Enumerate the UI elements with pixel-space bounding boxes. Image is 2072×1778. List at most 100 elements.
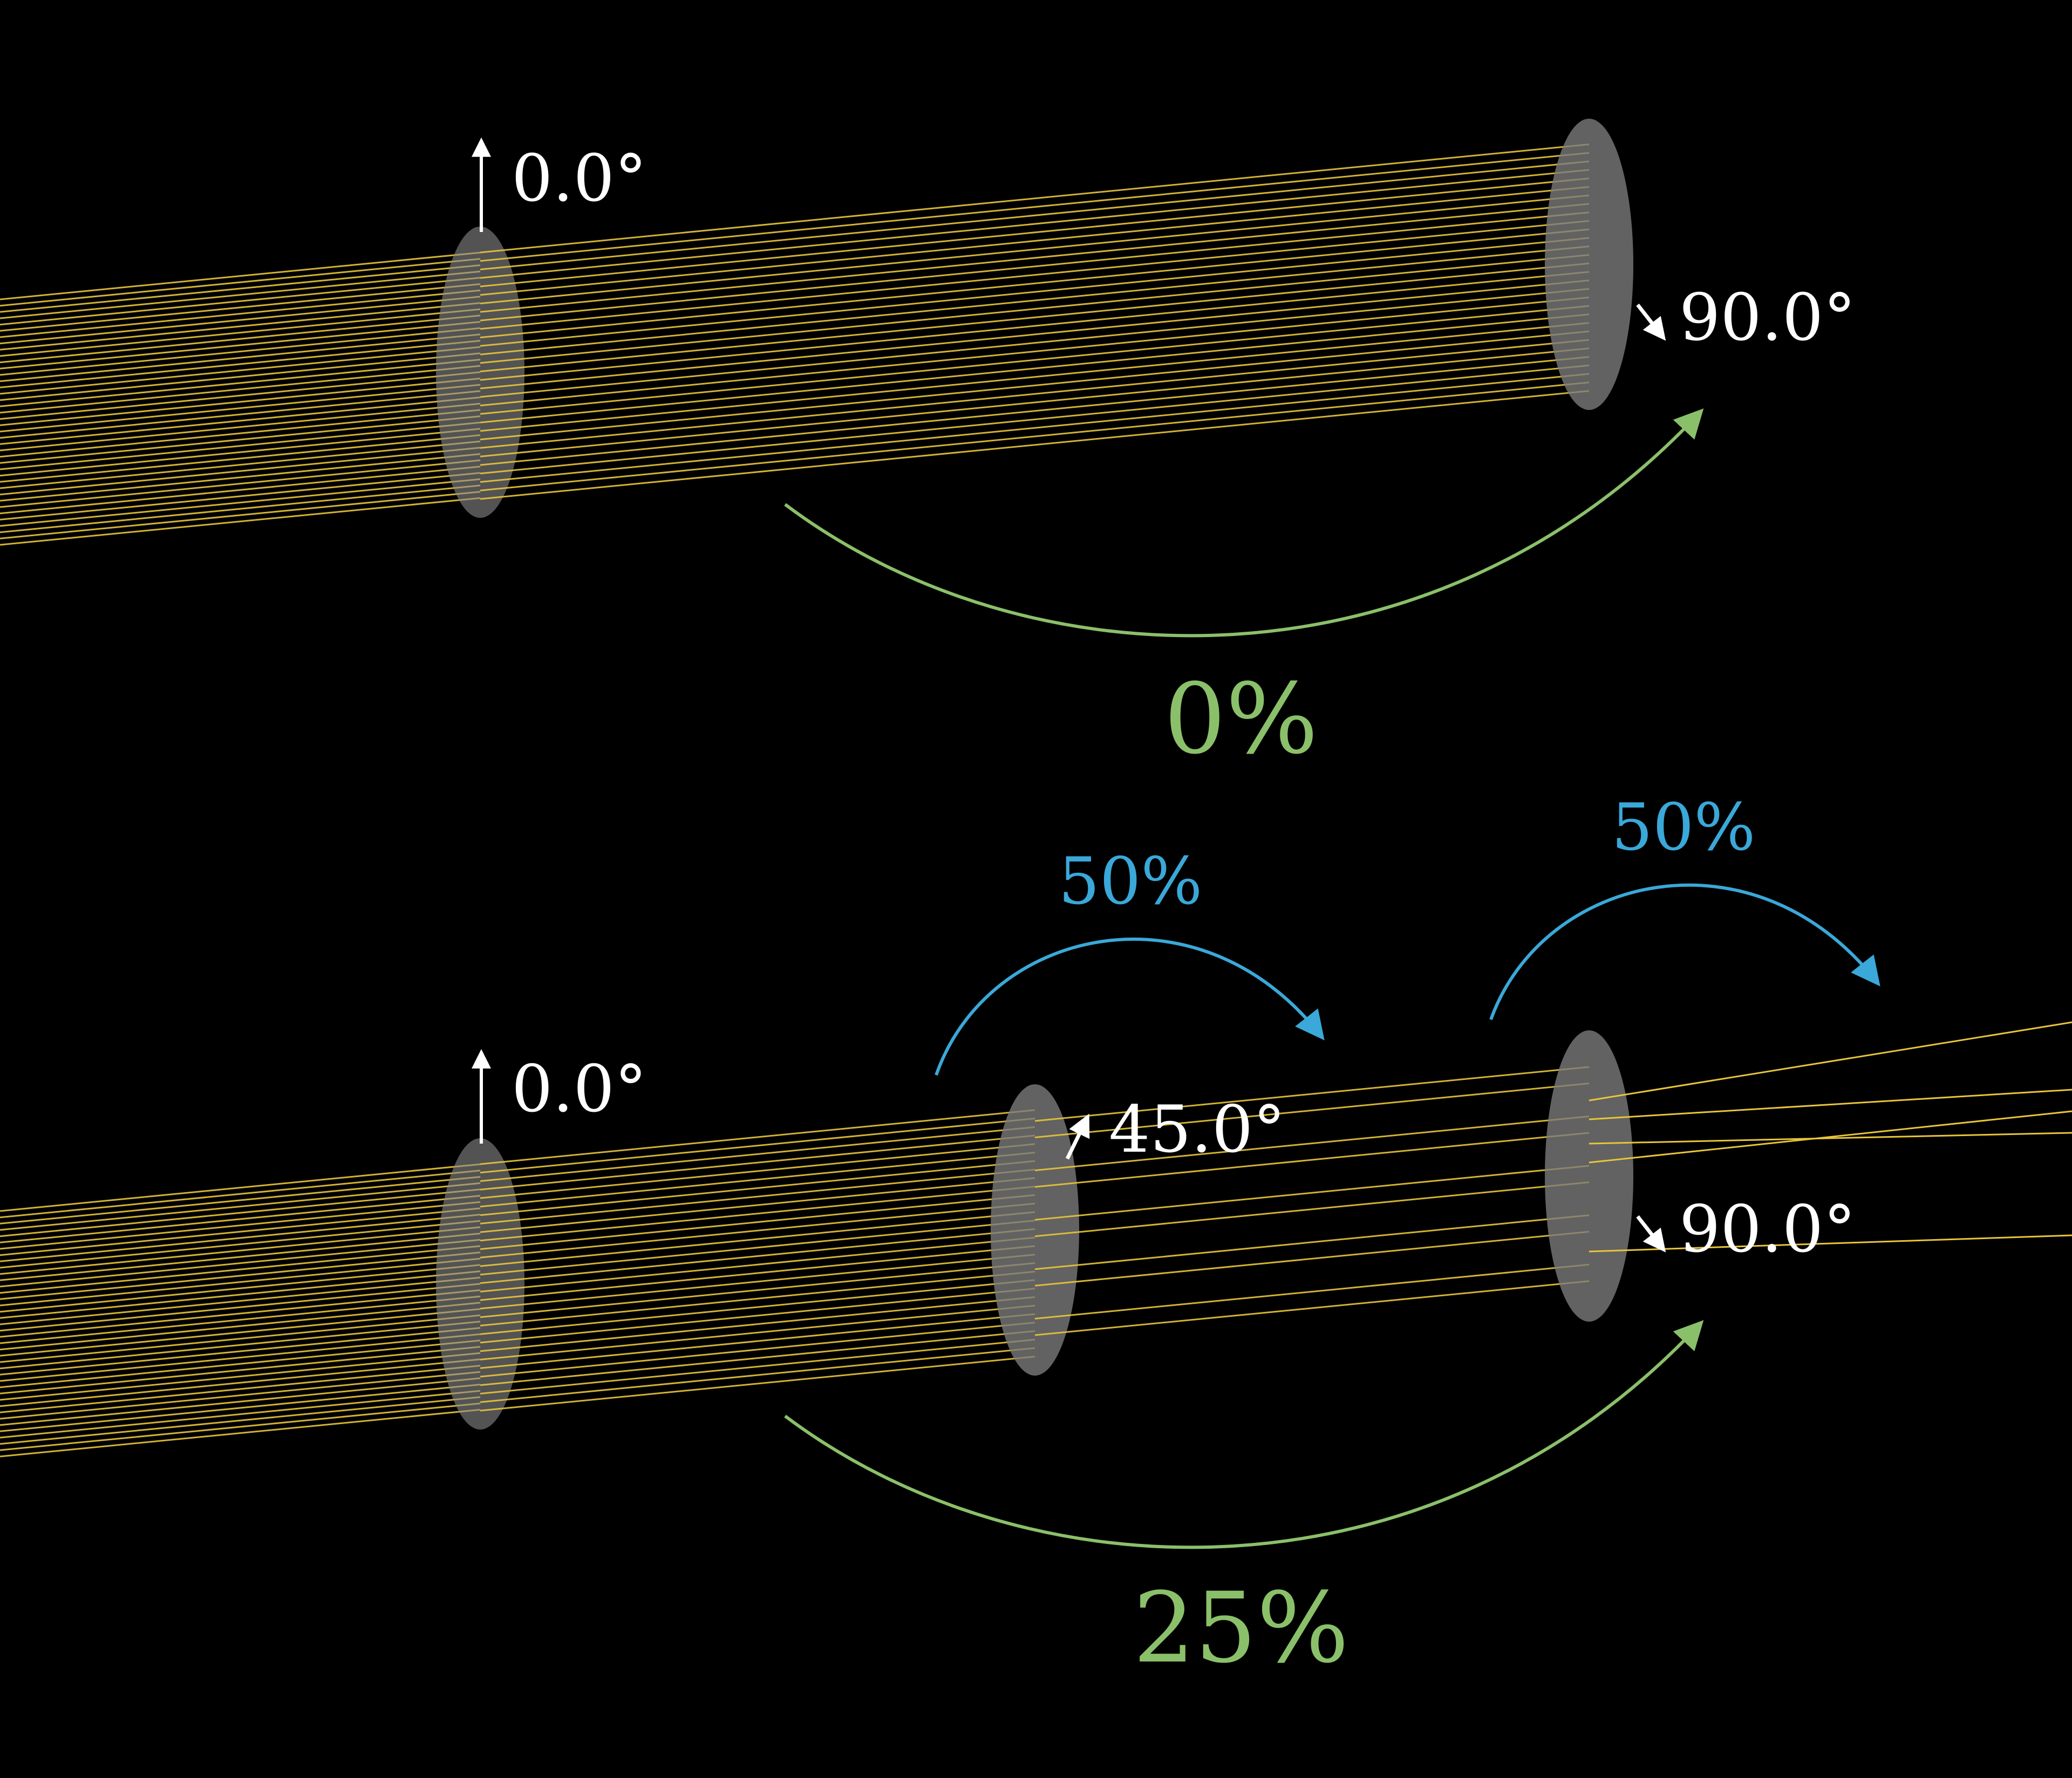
bottom-incoming-beam — [0, 1163, 481, 1458]
top-panel: 0.0° 90.0° 0% — [0, 119, 1856, 776]
beam-ray — [0, 1188, 481, 1237]
beam-ray — [480, 1236, 1035, 1293]
beam-ray — [480, 1152, 1035, 1208]
beam-ray — [480, 152, 1590, 262]
beam-ray — [0, 428, 481, 477]
top-transmitted-beam — [480, 143, 1590, 500]
beam-ray — [480, 1143, 1035, 1199]
beam-ray — [1034, 1066, 1590, 1122]
beam-ray — [0, 396, 481, 445]
bottom-filter-3-angle: 90.0° — [1679, 1192, 1856, 1267]
beam-ray — [0, 421, 481, 470]
beam-ray — [0, 289, 481, 338]
bottom-beam-after-filter-3 — [1589, 1021, 2072, 1253]
beam-ray — [480, 1177, 1035, 1233]
beam-ray — [0, 1327, 481, 1376]
beam-ray — [0, 1377, 481, 1426]
beam-ray — [0, 1390, 481, 1439]
beam-ray — [1034, 1116, 1590, 1172]
beam-ray — [0, 1245, 481, 1294]
beam-ray — [0, 1201, 481, 1250]
beam-ray — [0, 1321, 481, 1370]
beam-ray — [0, 365, 481, 414]
beam-ray — [0, 440, 481, 489]
beam-ray — [0, 346, 481, 395]
beam-ray — [0, 1289, 481, 1338]
beam-ray — [1034, 1165, 1590, 1221]
beam-ray — [480, 245, 1590, 355]
beam-ray — [0, 1264, 481, 1313]
beam-ray — [0, 327, 481, 376]
beam-ray — [1589, 1110, 2072, 1164]
bottom-filter-3 — [1545, 1030, 1633, 1322]
beam-ray — [0, 1365, 481, 1413]
beam-ray — [0, 1214, 481, 1262]
bottom-pass-percent: 25% — [1133, 1572, 1349, 1685]
top-transmission-arrow — [784, 408, 1704, 638]
beam-ray — [1034, 1181, 1590, 1237]
beam-ray — [0, 1270, 481, 1319]
beam-ray — [480, 1270, 1035, 1326]
beam-ray — [0, 384, 481, 433]
top-filter-2-angle: 90.0° — [1679, 281, 1856, 355]
beam-ray — [0, 1170, 481, 1219]
beam-ray — [0, 321, 481, 370]
beam-ray — [0, 258, 481, 307]
beam-ray — [1589, 1089, 2072, 1120]
beam-ray — [480, 160, 1590, 270]
beam-ray — [480, 1126, 1035, 1182]
bottom-step-2-arrow — [1489, 883, 1880, 1021]
beam-ray — [480, 1254, 1035, 1310]
beam-ray — [0, 1352, 481, 1401]
beam-ray — [0, 1220, 481, 1269]
beam-ray — [1034, 1132, 1590, 1188]
beam-ray — [0, 484, 481, 534]
beam-ray — [0, 1396, 481, 1445]
beam-ray — [0, 1257, 481, 1307]
beam-ray — [0, 264, 481, 313]
beam-ray — [480, 186, 1590, 296]
bottom-panel: 0.0° 45.0° 90.0° 50% 50% 25% — [0, 790, 2072, 1685]
beam-ray — [480, 279, 1590, 389]
beam-ray — [0, 1283, 481, 1332]
beam-ray — [480, 313, 1590, 423]
beam-ray — [480, 1118, 1035, 1174]
beam-ray — [0, 415, 481, 464]
beam-ray — [1034, 1280, 1590, 1336]
beam-ray — [0, 1346, 481, 1394]
beam-ray — [0, 466, 481, 515]
beam-ray — [480, 390, 1590, 500]
beam-ray — [480, 373, 1590, 483]
beam-ray — [480, 271, 1590, 381]
beam-ray — [480, 254, 1590, 364]
top-filter-2 — [1545, 119, 1633, 410]
bottom-step-1-percent: 50% — [1059, 844, 1203, 919]
beam-ray — [0, 251, 481, 300]
beam-ray — [1034, 1214, 1590, 1270]
beam-ray — [0, 1226, 481, 1275]
beam-ray — [0, 314, 481, 364]
bottom-filter-3-axis-arrow — [1636, 1215, 1666, 1253]
top-incoming-beam — [0, 251, 481, 546]
beam-ray — [480, 1211, 1035, 1267]
beam-ray — [0, 1182, 481, 1231]
beam-ray — [480, 1313, 1035, 1369]
beam-ray — [480, 381, 1590, 491]
beam-ray — [480, 220, 1590, 330]
beam-ray — [0, 296, 481, 345]
beam-ray — [0, 497, 481, 546]
beam-ray — [0, 1333, 481, 1382]
beam-ray — [480, 1134, 1035, 1191]
beam-ray — [0, 270, 481, 319]
beam-ray — [0, 1302, 481, 1351]
beam-ray — [0, 1308, 481, 1357]
bottom-transmission-arrow — [784, 1320, 1704, 1549]
beam-ray — [0, 1176, 481, 1225]
beam-ray — [0, 1339, 481, 1389]
beam-ray — [480, 330, 1590, 441]
bottom-filter-2-angle: 45.0° — [1109, 1092, 1285, 1167]
beam-ray — [480, 364, 1590, 475]
beam-ray — [0, 1252, 481, 1300]
beam-ray — [1589, 1234, 2072, 1253]
